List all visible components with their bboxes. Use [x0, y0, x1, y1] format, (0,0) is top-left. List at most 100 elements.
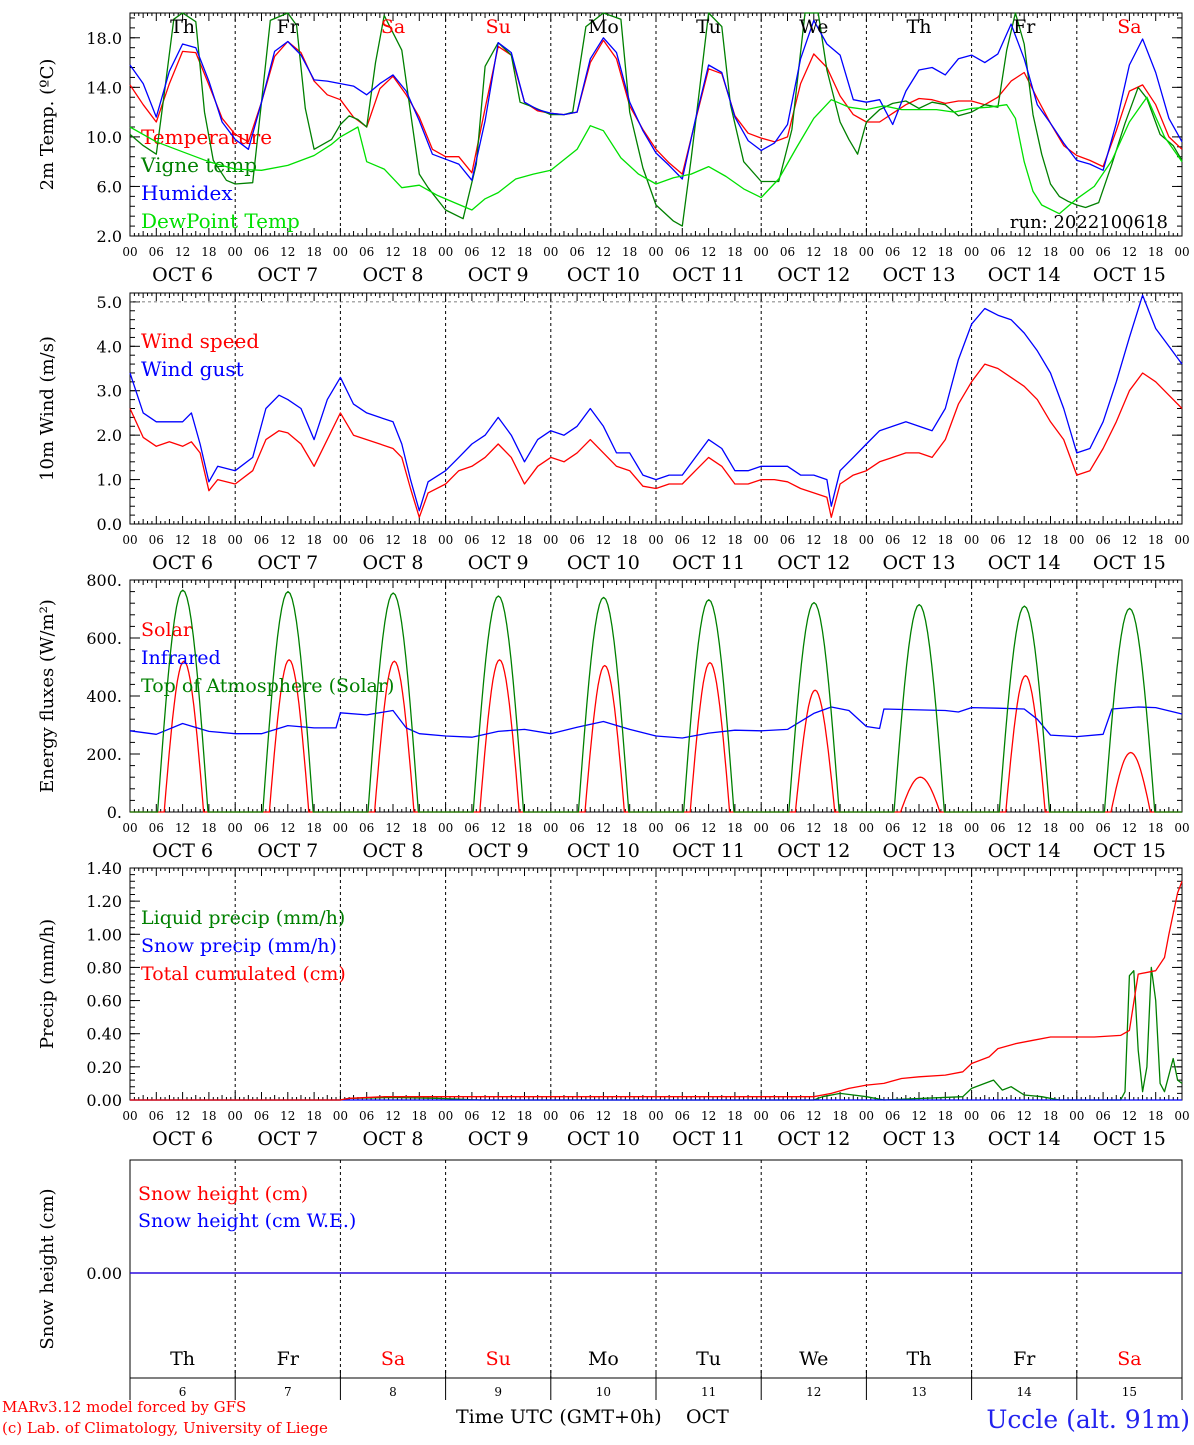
date-label: OCT 6: [152, 264, 213, 286]
hour-label: 06: [254, 533, 269, 547]
date-label: OCT 10: [567, 1128, 640, 1150]
hour-label: 06: [359, 821, 374, 835]
y-tick-label: 6.0: [97, 177, 122, 196]
hour-label: 18: [517, 245, 532, 259]
hour-label: 00: [648, 245, 663, 259]
y-tick-label: 0.20: [86, 1058, 122, 1077]
legend-entry: Liquid precip (mm/h): [141, 907, 345, 929]
date-label: OCT 9: [468, 1128, 529, 1150]
hour-label: 00: [754, 245, 769, 259]
legend-entry: Humidex: [141, 181, 233, 205]
hour-label: 00: [1174, 821, 1189, 835]
hour-label: 12: [491, 245, 506, 259]
hour-label: 06: [675, 245, 690, 259]
y-tick-label: 0.00: [86, 1091, 122, 1110]
hour-label: 12: [1122, 533, 1137, 547]
weekday-label: Mo: [588, 16, 619, 38]
hour-label: 06: [359, 1109, 374, 1123]
hour-label: 18: [727, 533, 742, 547]
hour-label: 00: [228, 533, 243, 547]
hour-label: 18: [306, 821, 321, 835]
date-label: OCT 8: [363, 1128, 424, 1150]
hour-label: 18: [517, 821, 532, 835]
weekday-label: Su: [486, 1348, 511, 1370]
date-label: OCT 13: [882, 1128, 955, 1150]
hour-label: 18: [938, 533, 953, 547]
hour-label: 06: [675, 821, 690, 835]
day-number: 7: [284, 1385, 292, 1399]
hour-label: 12: [385, 821, 400, 835]
hour-label: 00: [122, 821, 137, 835]
hour-label: 18: [412, 1109, 427, 1123]
y-tick-label: 3.0: [97, 382, 122, 401]
weekday-label: Th: [907, 16, 932, 38]
y-tick-label: 800.: [86, 571, 122, 590]
hour-label: 12: [175, 533, 190, 547]
weekday-label: Sa: [381, 1348, 405, 1370]
hour-label: 06: [675, 533, 690, 547]
y-axis-label: Snow height (cm): [37, 1188, 58, 1349]
hour-label: 00: [438, 821, 453, 835]
hour-label: 00: [122, 1109, 137, 1123]
hour-label: 12: [911, 821, 926, 835]
hour-label: 00: [964, 245, 979, 259]
weekday-label: Su: [486, 16, 511, 38]
y-tick-label: 0.80: [86, 958, 122, 977]
hour-label: 06: [149, 533, 164, 547]
hour-label: 06: [885, 533, 900, 547]
y-axis-label: 10m Wind (m/s): [37, 336, 58, 481]
hour-label: 00: [964, 1109, 979, 1123]
hour-label: 06: [675, 1109, 690, 1123]
weekday-label: Th: [170, 1348, 195, 1370]
station-label: Uccle (alt. 91m): [986, 1405, 1190, 1434]
hour-label: 00: [438, 533, 453, 547]
hour-label: 06: [990, 533, 1005, 547]
day-number: 15: [1122, 1385, 1137, 1399]
hour-label: 00: [122, 245, 137, 259]
weekday-label: Fr: [1013, 1348, 1036, 1370]
date-label: OCT 9: [468, 552, 529, 574]
hour-label: 00: [859, 821, 874, 835]
series-line-humidex: [129, 19, 1183, 181]
hour-label: 00: [754, 533, 769, 547]
weekday-label: We: [799, 1348, 828, 1370]
y-tick-label: 0.40: [86, 1025, 122, 1044]
hour-label: 12: [701, 821, 716, 835]
hour-label: 18: [306, 1109, 321, 1123]
hour-label: 00: [543, 1109, 558, 1123]
hour-label: 12: [491, 1109, 506, 1123]
hour-label: 06: [1095, 245, 1110, 259]
hour-label: 06: [990, 245, 1005, 259]
hour-label: 12: [701, 533, 716, 547]
hour-label: 12: [596, 533, 611, 547]
hour-label: 06: [569, 533, 584, 547]
hour-label: 12: [175, 245, 190, 259]
hour-label: 12: [911, 533, 926, 547]
date-label: OCT 8: [363, 552, 424, 574]
day-number: 6: [179, 1385, 187, 1399]
date-label: OCT 10: [567, 840, 640, 862]
y-tick-label: 4.0: [97, 337, 122, 356]
legend-entry: Vigne temp: [140, 153, 257, 177]
date-label: OCT 7: [257, 1128, 318, 1150]
hour-label: 18: [938, 821, 953, 835]
hour-label: 06: [780, 533, 795, 547]
series-line-total-cumulated-cm-: [130, 881, 1183, 1101]
y-tick-label: 1.00: [86, 925, 122, 944]
hour-label: 18: [412, 821, 427, 835]
hour-label: 00: [754, 1109, 769, 1123]
date-label: OCT 12: [777, 840, 850, 862]
hour-label: 12: [911, 245, 926, 259]
hour-label: 12: [175, 821, 190, 835]
panels: 00 06 12 18 00 06 12 18 00 06 12 18 00 06 12 18 00 06 12 18…: [37, 12, 1190, 1400]
weekday-label: We: [799, 16, 828, 38]
hour-label: 00: [333, 1109, 348, 1123]
date-label: OCT 11: [672, 840, 745, 862]
date-label: OCT 6: [152, 840, 213, 862]
hour-label: 06: [149, 1109, 164, 1123]
hour-label: 12: [491, 533, 506, 547]
day-number: 13: [911, 1385, 926, 1399]
hour-label: 12: [806, 821, 821, 835]
hour-label: 18: [1148, 533, 1163, 547]
hour-label: 00: [228, 245, 243, 259]
